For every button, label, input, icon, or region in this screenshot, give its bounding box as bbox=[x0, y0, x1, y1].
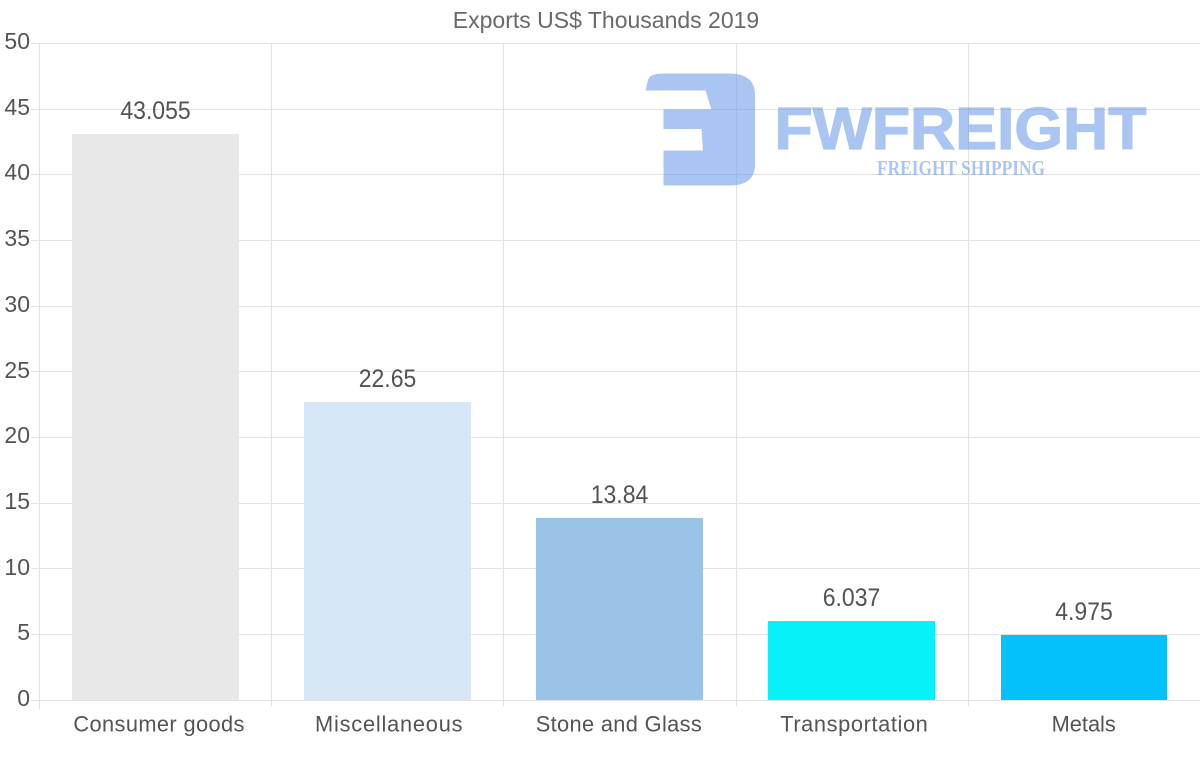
svg-text:Miscellaneous: Miscellaneous bbox=[315, 712, 463, 737]
svg-text:FREIGHT SHIPPING: FREIGHT SHIPPING bbox=[877, 156, 1045, 180]
svg-text:Consumer goods: Consumer goods bbox=[73, 712, 244, 737]
svg-text:FWFREIGHT: FWFREIGHT bbox=[775, 96, 1147, 162]
svg-text:Stone and Glass: Stone and Glass bbox=[536, 712, 702, 737]
svg-text:Metals: Metals bbox=[1052, 712, 1116, 737]
svg-text:Transportation: Transportation bbox=[780, 712, 928, 737]
